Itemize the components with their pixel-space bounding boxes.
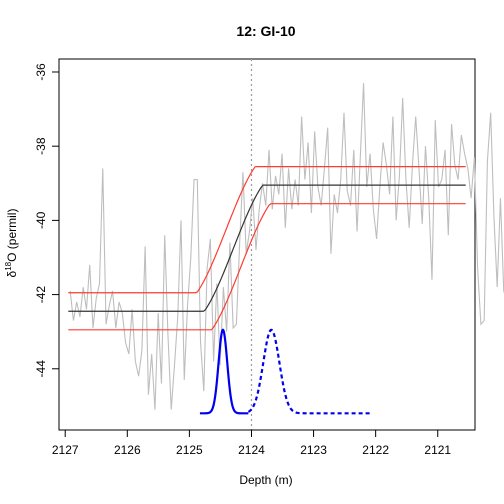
x-tick-label: 2127 [52, 443, 79, 457]
x-axis-label: Depth (m) [239, 473, 292, 487]
y-tick-label: -40 [34, 211, 48, 229]
fit-central-line [68, 184, 466, 312]
x-tick-label: 2122 [362, 443, 389, 457]
x-axis: 2127 2126 2125 2124 2123 2122 2121 [52, 429, 451, 457]
chart-title: 12: GI-10 [236, 23, 295, 39]
x-tick-label: 2121 [424, 443, 451, 457]
y-tick-label: -42 [34, 286, 48, 304]
density-layer [199, 328, 373, 415]
y-tick-label: -44 [34, 360, 48, 378]
y-axis-label-superscript: 18 [4, 261, 13, 270]
x-tick-label: 2125 [176, 443, 203, 457]
fit-lower-bound-line [68, 165, 466, 294]
fit-upper-bound-line [68, 203, 466, 331]
x-tick-label: 2126 [114, 443, 141, 457]
y-axis-label-delta: δ [5, 270, 19, 277]
x-tick-label: 2123 [300, 443, 327, 457]
y-axis-label-rest: O (permil) [5, 209, 19, 262]
y-tick-label: -36 [34, 63, 48, 81]
y-axis: -44 -42 -40 -38 -36 [34, 63, 60, 378]
y-tick-label: -38 [34, 137, 48, 155]
plot-frame [58, 58, 476, 431]
fit-curve-layer [68, 165, 466, 331]
raw-series-layer [69, 83, 504, 410]
density-solid-curve [199, 328, 249, 415]
x-tick-label: 2124 [238, 443, 265, 457]
raw-data-line [69, 83, 504, 410]
density-dashed-curve [247, 328, 373, 415]
y-axis-label: δ18O (permil) [4, 209, 19, 278]
